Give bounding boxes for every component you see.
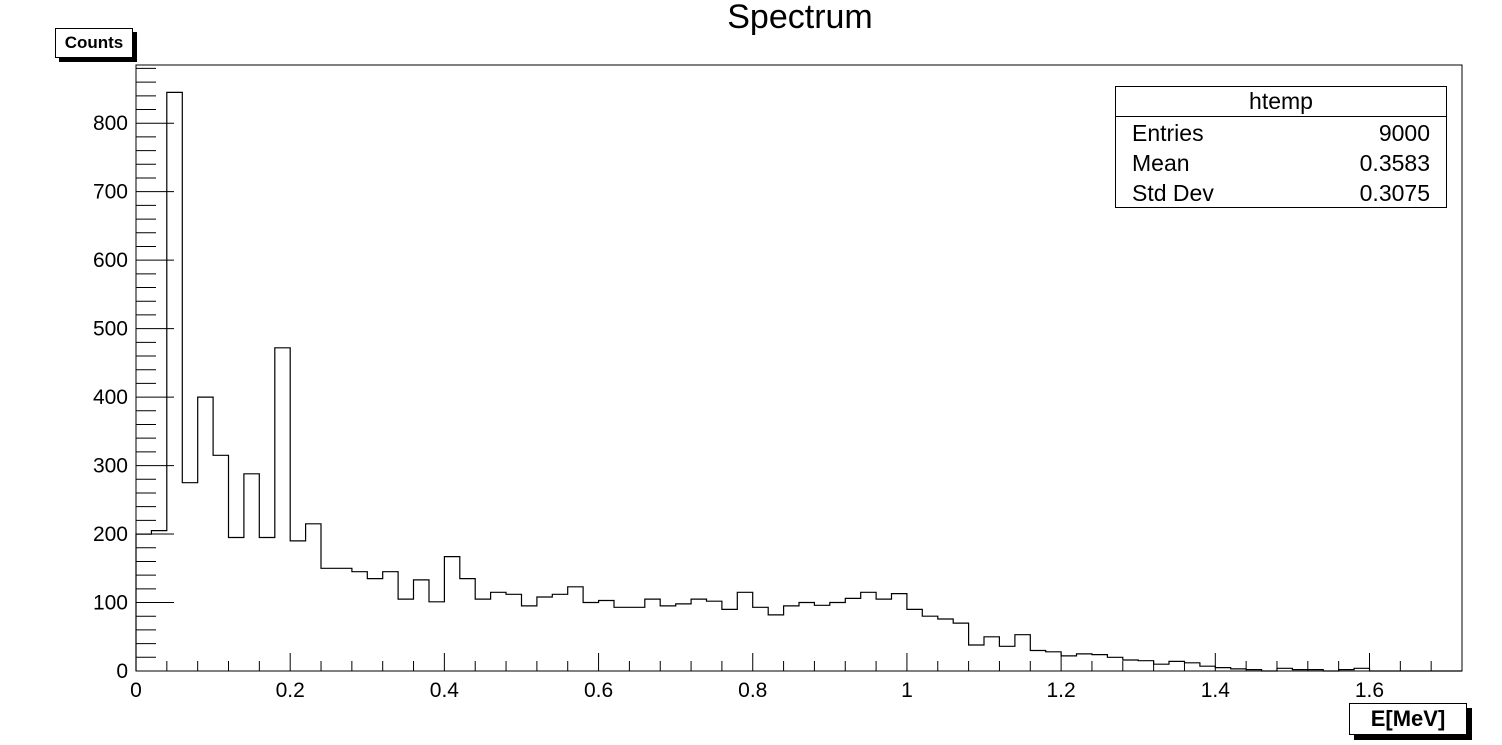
stats-std-row: Std Dev 0.3075 (1116, 177, 1446, 207)
x-tick-label: 0.4 (430, 679, 460, 702)
x-tick-label: 0 (130, 679, 142, 702)
stats-std-label: Std Dev (1132, 180, 1214, 206)
stats-box: htemp Entries 9000 Mean 0.3583 Std Dev 0… (1115, 86, 1447, 208)
x-tick-label: 1.4 (1201, 679, 1231, 702)
x-tick-label: 1.2 (1047, 679, 1076, 702)
histogram-series (135, 91, 1462, 672)
stats-mean-label: Mean (1132, 150, 1190, 176)
y-tick-label: 600 (93, 249, 128, 272)
stats-entries-label: Entries (1132, 120, 1204, 146)
y-tick-label: 500 (93, 318, 128, 341)
y-axis-label: Counts (55, 28, 133, 58)
y-tick-label: 800 (93, 112, 128, 135)
y-tick-label: 400 (93, 386, 128, 409)
stats-entries-row: Entries 9000 (1116, 117, 1446, 147)
y-tick-label: 0 (116, 660, 128, 683)
stats-mean-row: Mean 0.3583 (1116, 147, 1446, 177)
x-tick-label: 1.6 (1355, 679, 1384, 702)
x-tick-label: 1 (901, 679, 913, 702)
x-tick-label: 0.6 (584, 679, 613, 702)
x-tick-label: 0.8 (738, 679, 767, 702)
y-tick-label: 700 (93, 181, 128, 204)
chart-title: Spectrum (727, 0, 873, 36)
plot-frame (135, 64, 1463, 672)
y-tick-label: 300 (93, 455, 128, 478)
stats-mean-value: 0.3583 (1359, 150, 1430, 176)
y-tick-label: 200 (93, 523, 128, 546)
x-tick-label: 0.2 (276, 679, 305, 702)
x-axis-label: E[MeV] (1349, 703, 1467, 735)
y-tick-label: 100 (93, 592, 128, 615)
stats-entries-value: 9000 (1378, 120, 1430, 146)
stats-std-value: 0.3075 (1359, 180, 1430, 206)
stats-box-title: htemp (1116, 87, 1446, 117)
